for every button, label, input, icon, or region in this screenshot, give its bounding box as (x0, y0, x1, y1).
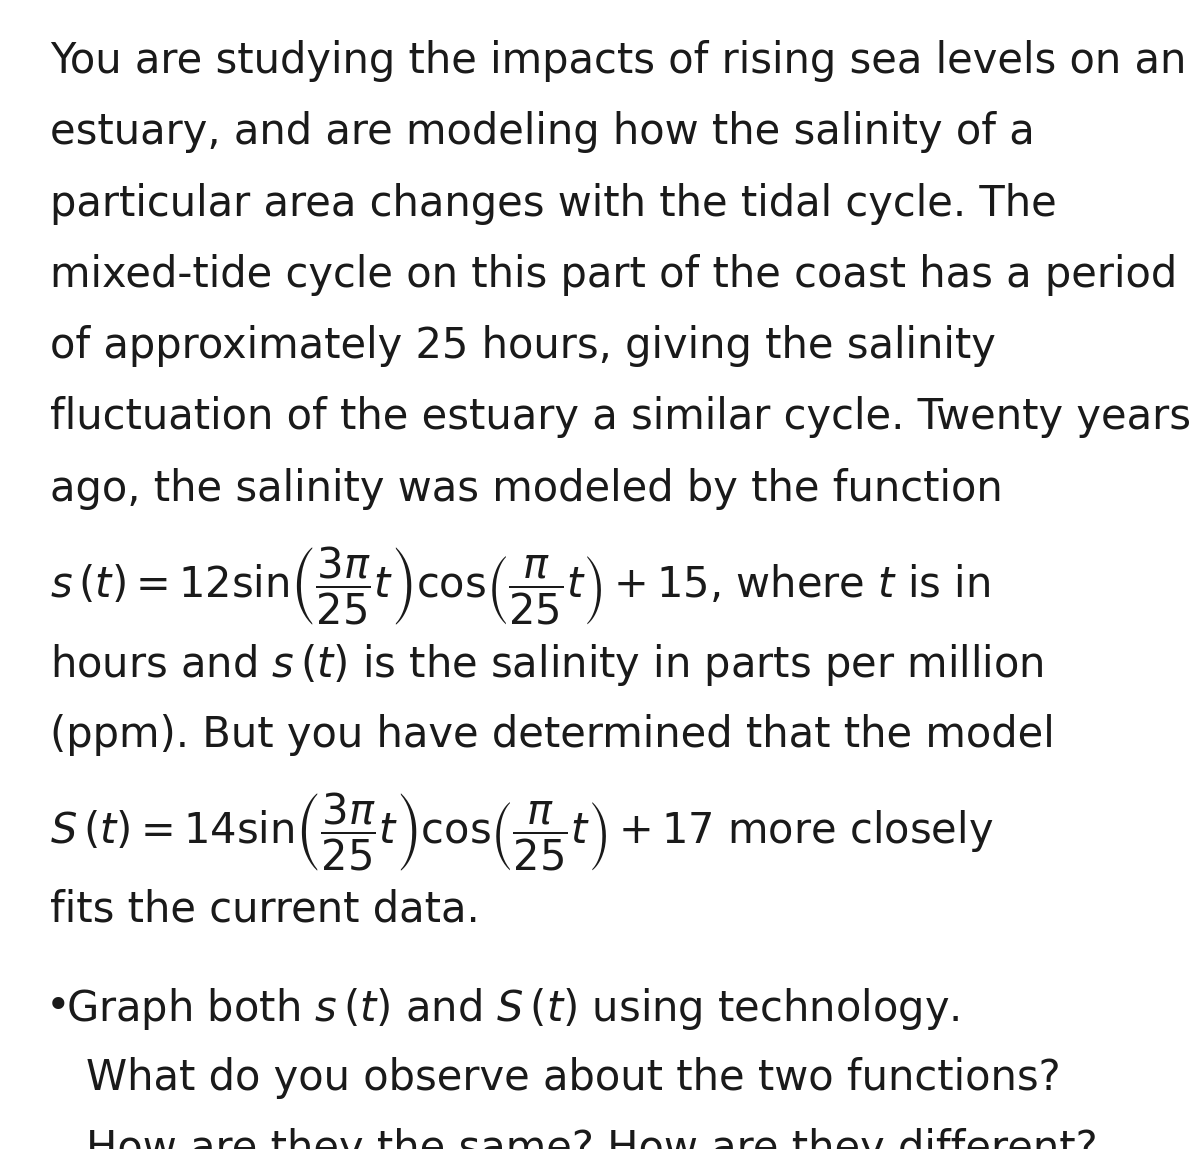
Text: (ppm). But you have determined that the model: (ppm). But you have determined that the … (50, 714, 1055, 756)
Text: •: • (46, 986, 71, 1028)
Text: You are studying the impacts of rising sea levels on an: You are studying the impacts of rising s… (50, 40, 1187, 83)
Text: particular area changes with the tidal cycle. The: particular area changes with the tidal c… (50, 183, 1057, 225)
Text: hours and $s\,(t)$ is the salinity in parts per million: hours and $s\,(t)$ is the salinity in pa… (50, 642, 1044, 688)
Text: What do you observe about the two functions?: What do you observe about the two functi… (86, 1057, 1061, 1100)
Text: estuary, and are modeling how the salinity of a: estuary, and are modeling how the salini… (50, 111, 1036, 154)
Text: $S\,(t) = 14\sin\!\left(\dfrac{3\pi}{25}t\right)\cos\!\left(\dfrac{\pi}{25}t\rig: $S\,(t) = 14\sin\!\left(\dfrac{3\pi}{25}… (50, 791, 994, 873)
Text: $s\,(t) = 12\sin\!\left(\dfrac{3\pi}{25}t\right)\cos\!\left(\dfrac{\pi}{25}t\rig: $s\,(t) = 12\sin\!\left(\dfrac{3\pi}{25}… (50, 545, 991, 627)
Text: mixed-tide cycle on this part of the coast has a period: mixed-tide cycle on this part of the coa… (50, 254, 1177, 296)
Text: fits the current data.: fits the current data. (50, 888, 480, 931)
Text: Graph both $s\,(t)$ and $S\,(t)$ using technology.: Graph both $s\,(t)$ and $S\,(t)$ using t… (66, 986, 960, 1032)
Text: fluctuation of the estuary a similar cycle. Twenty years: fluctuation of the estuary a similar cyc… (50, 396, 1192, 439)
Text: How are they the same? How are they different?: How are they the same? How are they diff… (86, 1128, 1098, 1149)
Text: of approximately 25 hours, giving the salinity: of approximately 25 hours, giving the sa… (50, 325, 996, 368)
Text: ago, the salinity was modeled by the function: ago, the salinity was modeled by the fun… (50, 468, 1003, 510)
